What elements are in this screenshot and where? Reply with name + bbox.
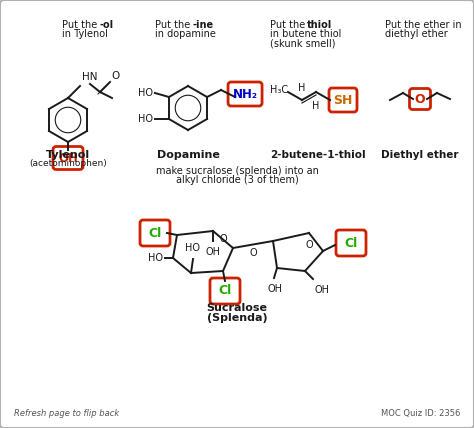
Text: O: O [219, 234, 227, 244]
Text: H: H [298, 83, 306, 93]
Text: Cl: Cl [219, 285, 232, 297]
Text: Put the: Put the [62, 20, 100, 30]
Text: HN: HN [82, 72, 98, 82]
Text: diethyl ether: diethyl ether [385, 29, 448, 39]
Text: HO: HO [185, 243, 201, 253]
Text: Diethyl ether: Diethyl ether [381, 150, 459, 160]
Text: Sucralose: Sucralose [207, 303, 267, 313]
Text: Tylenol: Tylenol [46, 150, 90, 160]
Text: (acetominophen): (acetominophen) [29, 159, 107, 168]
Text: OH: OH [58, 152, 78, 164]
Text: in Tylenol: in Tylenol [62, 29, 108, 39]
Text: Cl: Cl [345, 237, 357, 250]
Text: OH: OH [206, 247, 220, 257]
Text: Refresh page to flip back: Refresh page to flip back [14, 409, 119, 418]
Text: alkyl chloride (3 of them): alkyl chloride (3 of them) [176, 175, 298, 185]
Text: Put the: Put the [155, 20, 193, 30]
Text: -ine: -ine [193, 20, 214, 30]
Text: H₃C: H₃C [270, 85, 288, 95]
Text: OH: OH [267, 284, 283, 294]
Text: Put the ether in: Put the ether in [385, 20, 462, 30]
Text: SH: SH [333, 93, 353, 107]
Text: 2-butene-1-thiol: 2-butene-1-thiol [270, 150, 366, 160]
Text: O: O [415, 92, 425, 105]
Text: O: O [249, 248, 257, 258]
Text: HO: HO [138, 88, 153, 98]
Text: in dopamine: in dopamine [155, 29, 216, 39]
Text: O: O [111, 71, 119, 81]
Text: NH₂: NH₂ [233, 87, 257, 101]
Text: O: O [305, 240, 313, 250]
Text: Cl: Cl [148, 226, 162, 240]
Text: (skunk smell): (skunk smell) [270, 38, 336, 48]
Text: Dopamine: Dopamine [156, 150, 219, 160]
Text: in butene thiol: in butene thiol [270, 29, 341, 39]
Text: H: H [312, 101, 319, 111]
Text: OH: OH [315, 285, 330, 295]
Text: thiol: thiol [307, 20, 332, 30]
Text: HO: HO [138, 114, 153, 124]
Text: -ol: -ol [100, 20, 114, 30]
Text: Put the: Put the [270, 20, 309, 30]
Text: MOC Quiz ID: 2356: MOC Quiz ID: 2356 [381, 409, 460, 418]
Text: (Splenda): (Splenda) [207, 313, 267, 323]
Text: make sucralose (splenda) into an: make sucralose (splenda) into an [155, 166, 319, 176]
Text: HO: HO [148, 253, 163, 263]
